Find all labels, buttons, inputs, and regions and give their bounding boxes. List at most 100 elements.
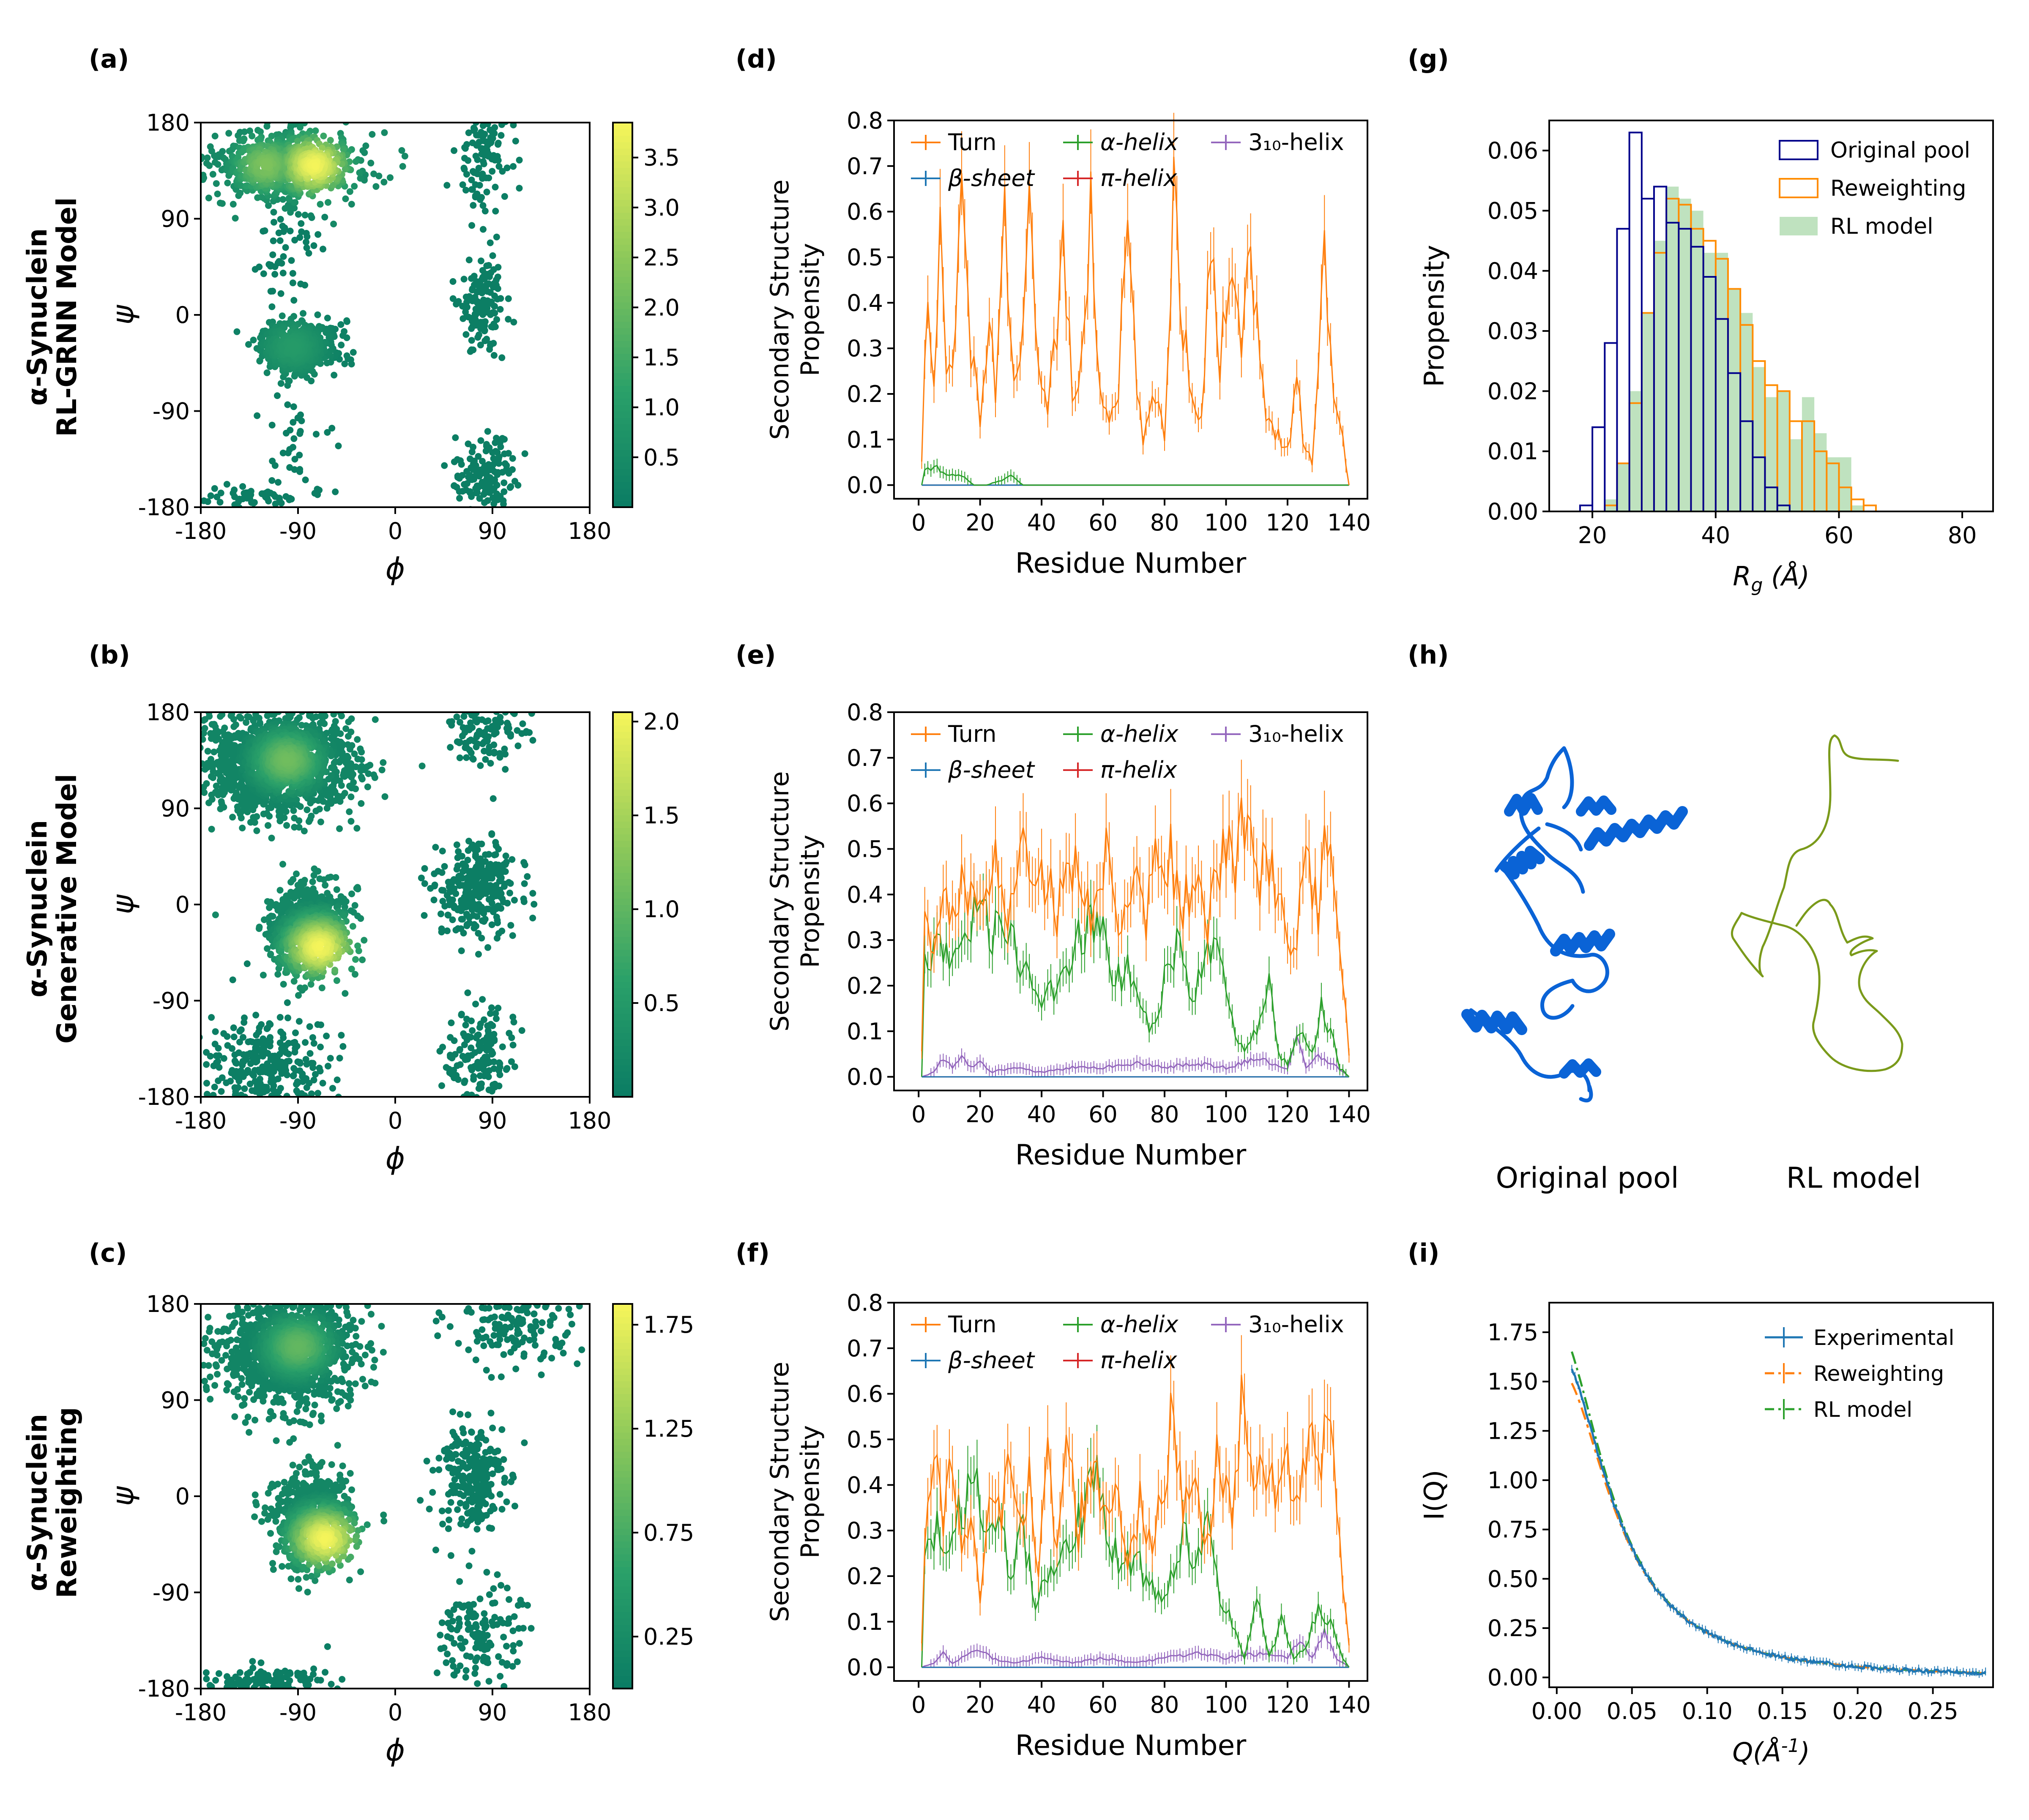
scatter-point [468,275,475,282]
scatter-point [272,1109,279,1115]
scatter-point [283,892,290,899]
scatter-point [282,493,290,500]
scatter-point [498,354,506,361]
scatter-point [246,127,253,134]
scatter-point [465,838,473,844]
scatter-point [474,508,481,514]
scatter-point [211,485,218,492]
scatter-point [480,1066,487,1073]
scatter-point [502,123,509,125]
scatter-point [276,817,284,825]
scatter-point [282,1101,289,1107]
scatter-point [215,1052,222,1059]
scatter-point [466,726,473,733]
scatter-point [356,169,363,176]
scatter-point [187,831,194,838]
scatter-point [511,712,518,717]
scatter-point [263,1087,271,1094]
scatter-point [292,199,299,206]
scatter-point [366,762,374,769]
scatter-point [491,750,498,757]
scatter-point [486,870,493,877]
scatter-point [276,887,284,894]
scatter-point [430,896,438,904]
colorbar-segment [613,488,632,495]
panel-label-h: (h) [1408,640,1449,670]
scatter-point [293,870,300,877]
scatter-point [469,755,476,762]
colorbar-segment [613,270,632,277]
scatter-point [370,170,377,178]
scatter-point [375,172,383,180]
scatter-point [274,907,282,914]
scatter-point [472,1000,479,1008]
scatter-point [191,732,198,739]
scatter-point [207,1052,214,1060]
scatter-point [298,228,305,235]
scatter-point [212,1028,219,1035]
scatter-point [418,874,425,882]
scatter-point [348,773,355,781]
scatter-point [258,194,265,201]
scatter-point [254,1119,260,1126]
scatter-point [468,176,475,183]
ramachandran-plot-a: -180-180-90-90009090180180ϕψ0.51.01.52.0… [106,102,680,586]
scatter-point [491,113,498,120]
scatter-point [284,702,291,709]
scatter-point [239,483,246,490]
row-label-b: α-Synuclein Generative Model [22,774,83,1044]
scatter-point [501,746,508,752]
scatter-point [347,907,355,914]
scatter-point [479,107,486,114]
scatter-point [217,713,224,720]
scatter-point [285,194,293,202]
scatter-point [301,211,309,219]
scatter-point [291,205,298,212]
scatter-point [247,1060,254,1067]
scatter-point [476,102,483,109]
scatter-point [210,1062,217,1069]
colorbar-segment [613,449,632,456]
scatter-point [241,784,248,791]
scatter-point [447,1034,454,1041]
scatter-point [307,212,314,219]
scatter-point [296,1059,304,1066]
colorbar-segment [613,174,632,181]
scatter-point [438,929,445,936]
colorbar-tick-label: 1.0 [643,394,680,421]
scatter-point [462,740,470,747]
scatter-point [324,695,331,702]
scatter-point [469,876,476,883]
scatter-point [201,736,206,743]
colorbar-segment [613,238,632,245]
scatter-point [233,1115,240,1122]
scatter-point [212,911,219,918]
scatter-point [519,720,526,727]
scatter-point [493,233,500,240]
scatter-point [505,879,512,886]
scatter-point [324,314,331,322]
scatter-point [469,1027,476,1034]
scatter-point [456,738,463,746]
scatter-point [250,814,257,821]
scatter-point [487,134,494,141]
scatter-point [348,715,355,722]
scatter-point [468,1017,475,1025]
scatter-point [480,226,487,233]
scatter-point [331,967,339,974]
colorbar-segment [613,360,632,367]
scatter-point [492,448,499,455]
x-tick-label: 180 [568,518,611,544]
scatter-point [491,309,498,317]
scatter-point [218,748,224,755]
scatter-point [306,712,313,719]
scatter-point [252,712,259,718]
scatter-point [213,493,221,500]
scatter-point [398,147,405,154]
scatter-point [493,276,500,284]
scatter-point [448,1019,455,1026]
scatter-point [280,704,287,711]
scatter-point [484,288,491,295]
scatter-point [496,754,503,761]
scatter-point [506,701,512,708]
